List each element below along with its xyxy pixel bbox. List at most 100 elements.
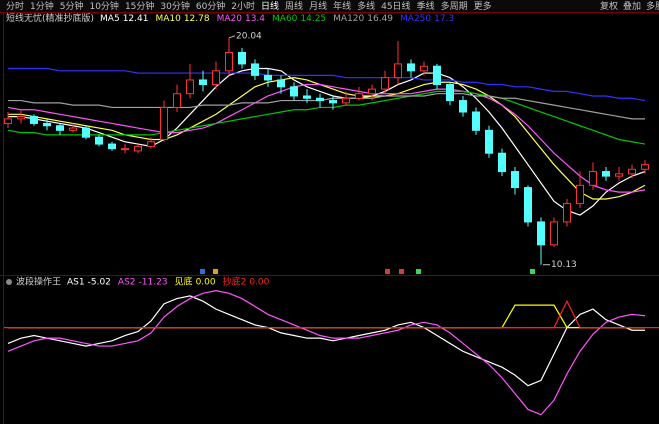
- toolbar-item[interactable]: 10分钟: [89, 0, 118, 12]
- candle-body: [368, 88, 376, 95]
- toolbar-item[interactable]: 日线: [261, 0, 279, 12]
- signal-icon: [200, 269, 205, 274]
- toolbar-item[interactable]: 多线: [357, 0, 375, 12]
- candle-body: [225, 51, 233, 72]
- candle-body: [264, 74, 272, 81]
- candle-body: [95, 136, 103, 145]
- legend-value: 12.78: [184, 14, 210, 24]
- layer: 分时 1分钟 5分钟 10分钟 15分钟 30分钟 60分钟 2小时 日线 周线 月线 年线 多线 45日…: [4, 0, 659, 416]
- candle-body: [56, 125, 64, 131]
- signal-icon: [416, 269, 421, 274]
- candle-body: [589, 171, 597, 186]
- candle-body: [498, 152, 506, 173]
- signal-icon: [385, 269, 390, 274]
- legend-value: 0.00: [249, 278, 269, 288]
- signal-icon: [399, 269, 404, 274]
- indicator-icon: [6, 279, 12, 285]
- candle-body: [329, 100, 337, 104]
- candle-body: [615, 173, 623, 177]
- candle-body: [342, 97, 350, 104]
- candle-body: [4, 118, 12, 124]
- candle-body: [43, 122, 51, 127]
- indicator-line: [8, 93, 645, 120]
- legend-name: AS2: [118, 278, 136, 288]
- toolbar-item[interactable]: 30分钟: [160, 0, 189, 12]
- indicator-line: [8, 299, 645, 329]
- legend-value: -11.23: [139, 278, 168, 288]
- candle-body: [147, 141, 155, 147]
- candle-body: [563, 203, 571, 223]
- toolbar-item[interactable]: 5分钟: [60, 0, 84, 12]
- toolbar-item[interactable]: 15分钟: [125, 0, 154, 12]
- candle-body: [160, 106, 168, 140]
- legend-value: 12.41: [123, 14, 149, 24]
- legend-name: MA250: [400, 14, 431, 24]
- candle-body: [420, 65, 428, 72]
- indicator-title: 波段操作王: [16, 276, 61, 288]
- toolbar-bg: [0, 0, 659, 12]
- toolbar-item[interactable]: 1分钟: [30, 0, 54, 12]
- candle-body: [290, 86, 298, 97]
- indicator-line: [7, 295, 645, 387]
- toolbar-item[interactable]: 叠加: [623, 1, 641, 12]
- candle-body: [30, 116, 38, 124]
- legend-value: 17.3: [434, 14, 454, 24]
- candle-body: [459, 100, 467, 113]
- legend-value: 13.4: [245, 14, 265, 24]
- legend-name: MA60: [272, 14, 298, 24]
- indicator-line: [7, 90, 646, 145]
- legend-name: MA120: [333, 14, 364, 24]
- indicator-line: [7, 290, 646, 416]
- legend-name: 见底: [175, 276, 193, 288]
- candle-body: [537, 221, 545, 246]
- annotation: 20.04: [236, 31, 262, 41]
- toolbar-item[interactable]: 月线: [309, 0, 327, 12]
- toolbar-item[interactable]: 年线: [333, 0, 351, 12]
- indicator-line: [8, 67, 646, 216]
- candle-body: [355, 93, 363, 99]
- legend-value: 0.00: [196, 278, 216, 288]
- annotation: 10.13: [551, 260, 577, 270]
- candle-body: [251, 63, 259, 76]
- toolbar-item[interactable]: 更多: [474, 0, 492, 12]
- candle-body: [17, 116, 25, 120]
- candle-body: [433, 65, 441, 86]
- legend-name: AS1: [67, 278, 85, 288]
- toolbar-item[interactable]: 周线: [285, 0, 303, 12]
- legend-name: MA10: [155, 14, 181, 24]
- legend-value: 16.49: [367, 14, 393, 24]
- candle-body: [186, 79, 194, 95]
- candle-body: [212, 70, 220, 86]
- toolbar-item[interactable]: 多周期: [441, 0, 468, 12]
- candle-body: [381, 77, 389, 90]
- candle-body: [472, 111, 480, 131]
- toolbar-item[interactable]: 多股: [646, 0, 659, 12]
- candle-body: [82, 127, 90, 138]
- legend-name: 抄底2: [223, 276, 247, 288]
- toolbar-item[interactable]: 2小时: [231, 0, 255, 12]
- legend-name: MA20: [217, 14, 243, 24]
- candle-body: [121, 148, 129, 151]
- indicator-title: 短线无忧(精准抄底版): [6, 12, 94, 24]
- indicator-line: [7, 83, 646, 193]
- annotation-pointer: [228, 35, 236, 39]
- candle-body: [394, 63, 402, 79]
- toolbar-item[interactable]: 45日线: [381, 0, 410, 12]
- toolbar-item[interactable]: 60分钟: [196, 0, 225, 12]
- signal-icon: [530, 269, 535, 274]
- signal-icon: [213, 269, 218, 274]
- legend-name: MA5: [100, 14, 120, 24]
- indicator-line: [8, 77, 646, 200]
- candle-body: [524, 187, 532, 223]
- candle-body: [134, 145, 142, 152]
- toolbar-item[interactable]: 分时: [6, 0, 24, 12]
- candle-body: [511, 171, 519, 189]
- toolbar-item[interactable]: 复权: [600, 0, 618, 12]
- toolbar-item[interactable]: 季线: [417, 0, 435, 12]
- indicator-line: [8, 67, 646, 102]
- candle-body: [550, 221, 558, 246]
- candle-body: [199, 79, 207, 86]
- candle-body: [108, 143, 116, 150]
